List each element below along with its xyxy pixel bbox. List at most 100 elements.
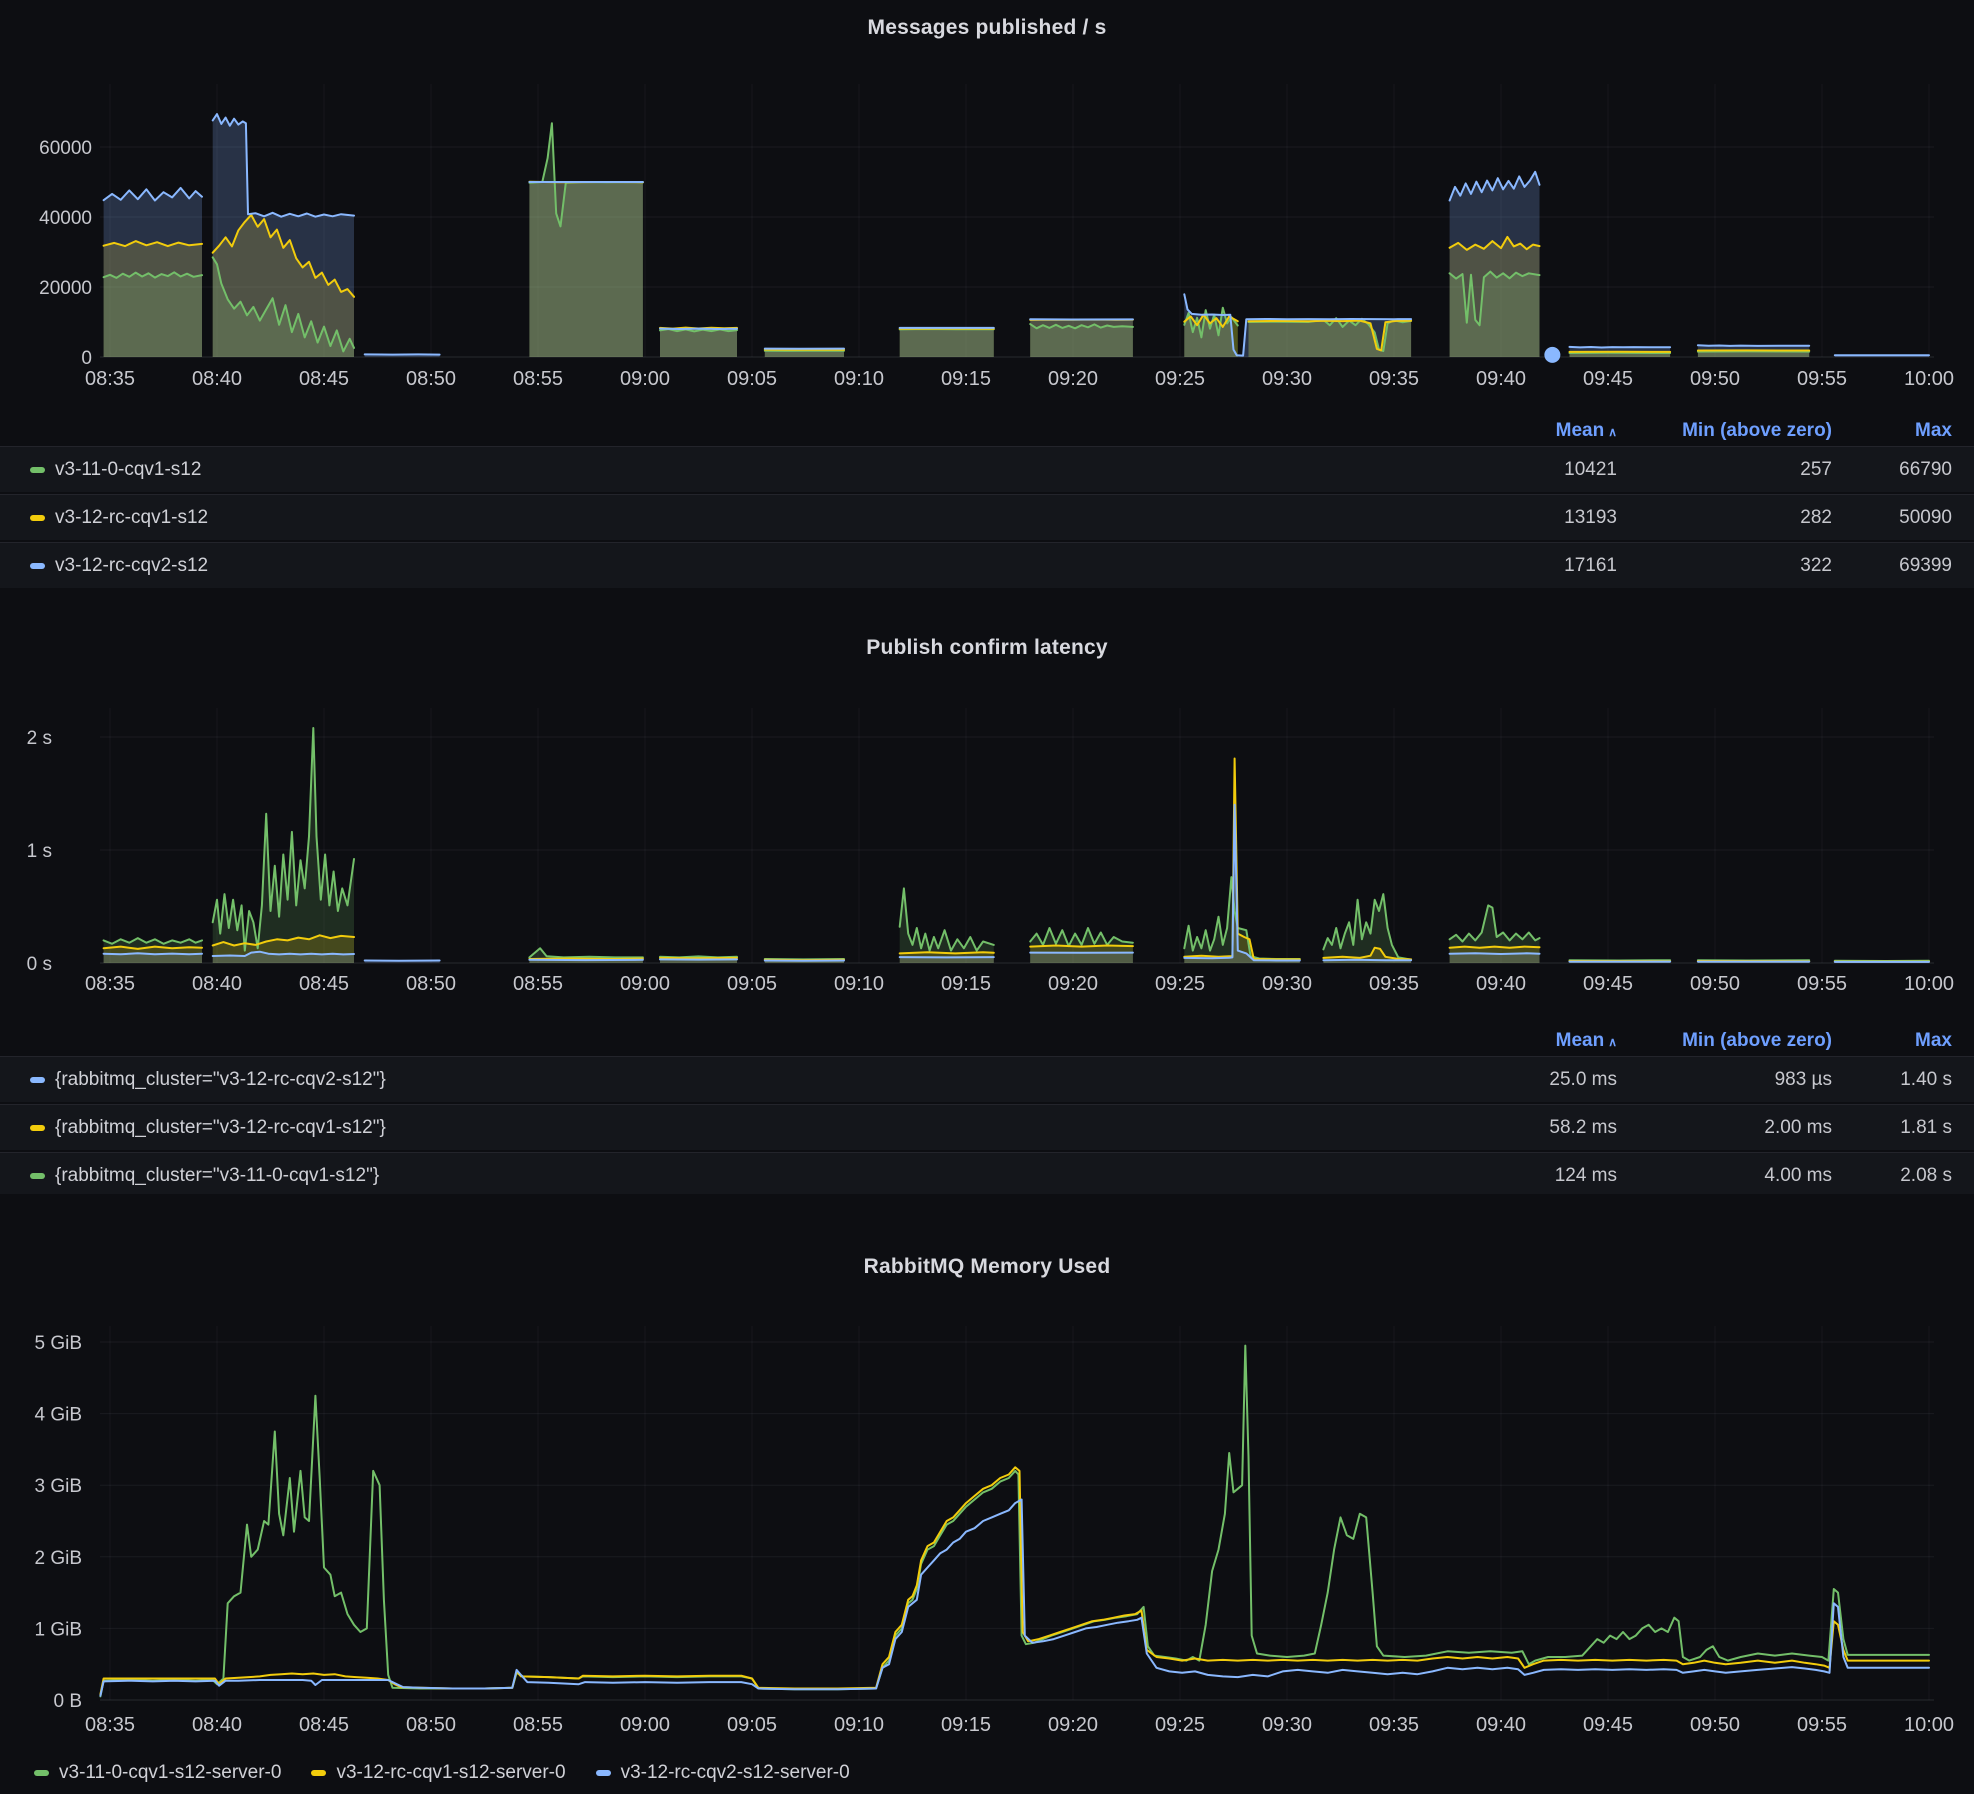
- series-label: v3-12-rc-cqv2-s12-server-0: [620, 1762, 850, 1783]
- series-line-blue: [1183, 293, 1413, 357]
- series-fill-green: [1184, 877, 1300, 963]
- series-line-green: [211, 727, 355, 952]
- series-fill-green: [212, 257, 354, 357]
- min-value: 322: [1800, 554, 1832, 576]
- mean-value: 25.0 ms: [1549, 1068, 1617, 1090]
- x-tick-label: 09:30: [1262, 1714, 1312, 1736]
- series-label: v3-12-rc-cqv1-s12: [55, 506, 209, 528]
- series-fill-blue: [103, 187, 202, 357]
- legend-sort-mean[interactable]: Mean ∧: [1555, 1030, 1617, 1051]
- legend-header-row: Mean ∧ Min (above zero) Max: [0, 418, 1974, 444]
- min-value: 282: [1800, 506, 1832, 528]
- rabbitmq-memory-chart-canvas[interactable]: 08:35 08:40 08:45 08:50 08:55 09:00 09:05 09:10…: [0, 1310, 1974, 1760]
- x-tick-label: 09:50: [1690, 1714, 1740, 1736]
- series-fill-yellow: [1030, 945, 1133, 963]
- series-line-green: [211, 256, 355, 353]
- series-label: v3-12-rc-cqv1-s12-server-0: [336, 1762, 566, 1783]
- publish-confirm-latency-chart-canvas[interactable]: 08:35 08:40 08:45 08:50 08:55 09:00 09:05 09:10…: [0, 690, 1974, 1020]
- x-tick-label: 08:45: [299, 1714, 349, 1736]
- max-value: 50090: [1899, 506, 1952, 528]
- series-line-green: [898, 887, 995, 952]
- legend-row-cluster-cqv1-rc[interactable]: {rabbitmq_cluster="v3-12-rc-cqv1-s12"} 5…: [0, 1104, 1974, 1150]
- series-label: v3-11-0-cqv1-s12: [55, 458, 202, 480]
- x-tick-label: 09:05: [727, 973, 777, 995]
- x-tick-label: 09:00: [620, 1714, 670, 1736]
- series-fill-blue: [899, 957, 994, 963]
- series-fill-green: [1449, 905, 1540, 963]
- series-fill-blue: [529, 182, 643, 357]
- y-tick-label: 60000: [39, 138, 92, 159]
- legend-item-v3-11-0-server[interactable]: v3-11-0-cqv1-s12-server-0: [34, 1762, 281, 1784]
- sort-asc-icon: ∧: [1608, 1035, 1617, 1049]
- messages-published-chart-canvas[interactable]: 08:35 08:40 08:45 08:50 08:55 09:00 09:05 09:10…: [0, 70, 1974, 400]
- series-swatch-blue: [30, 562, 45, 569]
- series-label: {rabbitmq_cluster="v3-12-rc-cqv1-s12"}: [55, 1116, 386, 1138]
- series-line-yellow: [1247, 319, 1413, 352]
- sort-asc-icon: ∧: [1608, 425, 1617, 439]
- series-line-yellow: [898, 951, 995, 955]
- series-line-green: [1029, 927, 1134, 948]
- x-tick-label: 09:40: [1476, 368, 1526, 390]
- y-tick-label: 0: [81, 348, 92, 369]
- x-tick-label: 09:50: [1690, 973, 1740, 995]
- x-tick-label: 09:40: [1476, 973, 1526, 995]
- series-fill-yellow: [529, 181, 643, 357]
- max-value: 1.40 s: [1900, 1068, 1952, 1090]
- legend-item-v3-12-rc-cqv2-server[interactable]: v3-12-rc-cqv2-s12-server-0: [595, 1762, 850, 1784]
- series-fill-blue: [1184, 294, 1412, 357]
- series-line-blue: [99, 1498, 1930, 1697]
- series-line-blue: [102, 952, 203, 956]
- legend-row-v3-12-rc-cqv1-s12[interactable]: v3-12-rc-cqv1-s12 13193 282 50090: [0, 494, 1974, 540]
- x-tick-label: 10:00: [1904, 1714, 1954, 1736]
- series-swatch-green: [30, 1172, 45, 1179]
- legend-header-max[interactable]: Max: [1915, 1030, 1952, 1051]
- mean-value: 17161: [1564, 554, 1617, 576]
- legend-item-v3-12-rc-cqv1-server[interactable]: v3-12-rc-cqv1-s12-server-0: [311, 1762, 566, 1784]
- x-tick-label: 09:20: [1048, 1714, 1098, 1736]
- series-line-yellow: [211, 213, 355, 298]
- y-tick-label: 4 GiB: [34, 1405, 82, 1426]
- x-tick-label: 08:40: [192, 368, 242, 390]
- series-fill-yellow: [1248, 320, 1412, 357]
- series-swatch-green: [34, 1770, 49, 1776]
- x-tick-label: 08:50: [406, 973, 456, 995]
- y-tick-label: 2 GiB: [34, 1548, 82, 1569]
- x-tick-label: 08:55: [513, 1714, 563, 1736]
- legend-row-v3-12-rc-cqv2-s12[interactable]: v3-12-rc-cqv2-s12 17161 322 69399: [0, 542, 1974, 588]
- x-tick-label: 10:00: [1904, 973, 1954, 995]
- legend-row-cluster-v3-11[interactable]: {rabbitmq_cluster="v3-11-0-cqv1-s12"} 12…: [0, 1152, 1974, 1194]
- x-tick-label: 08:50: [406, 1714, 456, 1736]
- rabbitmq-memory-legend: v3-11-0-cqv1-s12-server-0 v3-12-rc-cqv1-…: [0, 1758, 850, 1788]
- series-label: {rabbitmq_cluster="v3-12-rc-cqv2-s12"}: [55, 1068, 386, 1090]
- series-fill-yellow: [1030, 319, 1133, 357]
- y-tick-label: 1 s: [27, 841, 52, 862]
- legend-row-v3-11-0-cqv1-s12[interactable]: v3-11-0-cqv1-s12 10421 257 66790: [0, 446, 1974, 492]
- legend-row-cluster-cqv2[interactable]: {rabbitmq_cluster="v3-12-rc-cqv2-s12"} 2…: [0, 1056, 1974, 1102]
- series-fill-green: [899, 329, 994, 357]
- series-fill-blue: [1030, 319, 1133, 357]
- series-line-green: [1448, 270, 1541, 327]
- x-tick-label: 09:15: [941, 1714, 991, 1736]
- panel-title-messages-published: Messages published / s: [867, 16, 1107, 39]
- series-line-yellow: [1322, 946, 1413, 961]
- x-tick-label: 09:45: [1583, 1714, 1633, 1736]
- min-value: 257: [1800, 458, 1832, 480]
- series-fill-blue: [1449, 171, 1540, 357]
- series-fill-yellow: [212, 214, 354, 357]
- series-fill-yellow: [212, 935, 354, 963]
- legend-sort-mean[interactable]: Mean ∧: [1555, 420, 1617, 441]
- legend-header-min[interactable]: Min (above zero): [1682, 420, 1832, 441]
- series-swatch-blue: [30, 1076, 45, 1083]
- series-swatch-yellow: [30, 1124, 45, 1131]
- annotation-dot[interactable]: [1544, 346, 1561, 363]
- series-line-green: [102, 937, 203, 945]
- series-fill-blue: [212, 114, 354, 357]
- x-tick-label: 09:15: [941, 973, 991, 995]
- series-line-blue: [1448, 952, 1541, 955]
- x-tick-label: 08:45: [299, 368, 349, 390]
- legend-header-max[interactable]: Max: [1915, 420, 1952, 441]
- x-tick-label: 09:55: [1797, 1714, 1847, 1736]
- x-tick-label: 09:05: [727, 1714, 777, 1736]
- panel-title-publish-confirm-latency: Publish confirm latency: [866, 636, 1108, 659]
- legend-header-min[interactable]: Min (above zero): [1682, 1030, 1832, 1051]
